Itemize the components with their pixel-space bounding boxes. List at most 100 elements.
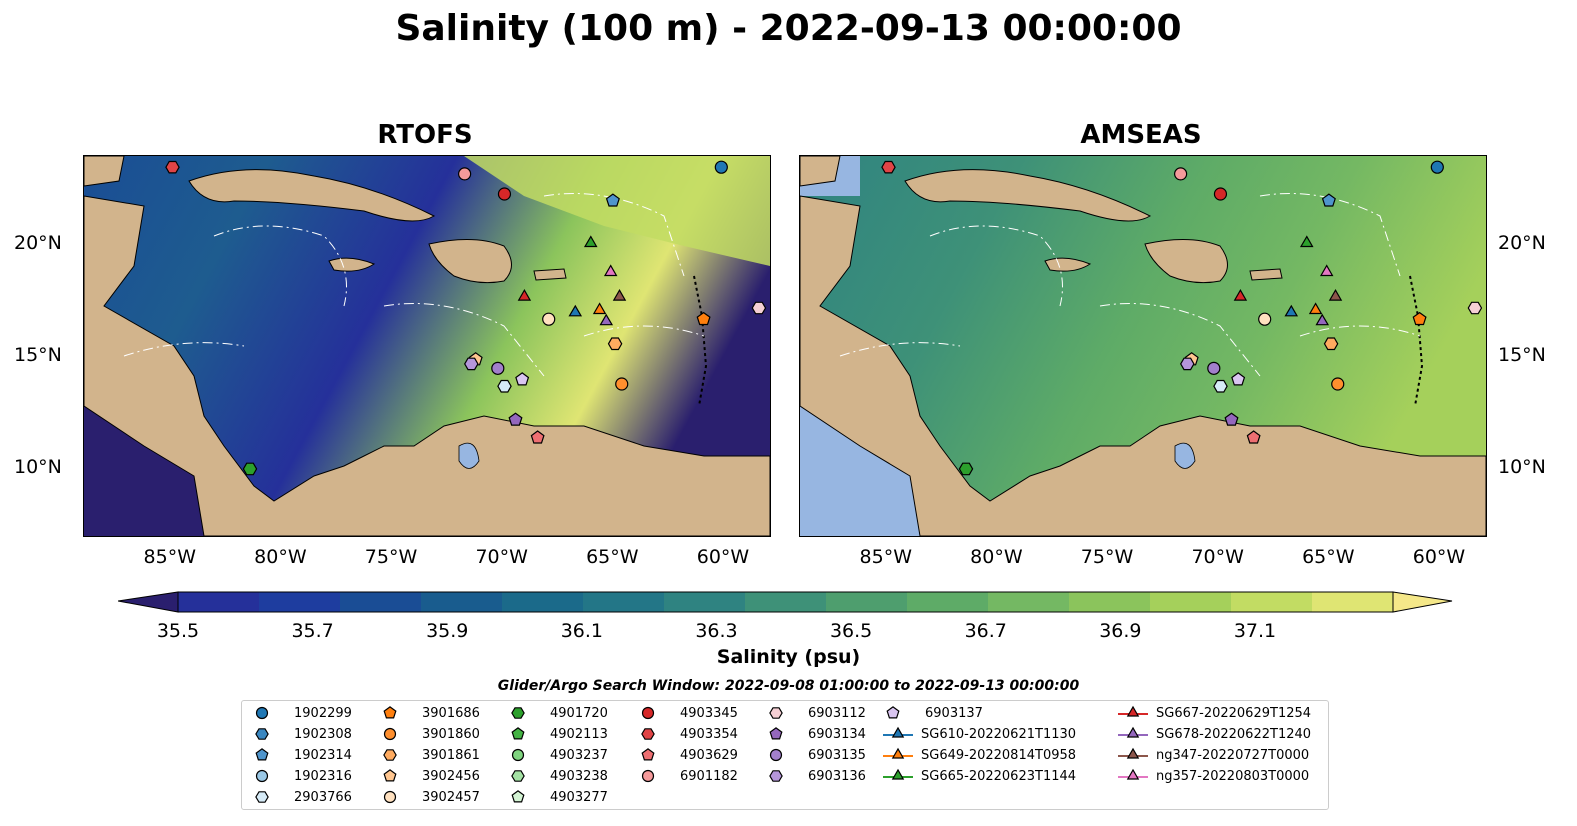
- lat-tick-label-right: 20°N: [1498, 232, 1546, 255]
- colorbar-extend-min: [118, 591, 179, 613]
- colorbar-tick-label: 36.3: [695, 620, 738, 642]
- land-cuba: [904, 169, 1152, 222]
- pentagon-marker-icon: [641, 748, 655, 761]
- legend-item: 4903277: [508, 789, 608, 805]
- hexagon-marker-icon: [769, 707, 783, 719]
- colorbar-tick-label: 36.7: [964, 620, 1007, 642]
- legend-label: 4901720: [550, 705, 608, 721]
- legend-label: 4903629: [680, 747, 738, 763]
- marker-SG665-20220623T1144: [583, 235, 598, 248]
- marker-3901861: [1323, 337, 1339, 351]
- legend-item: 4903629: [638, 747, 738, 763]
- marker-SG649-20220814T0958: [592, 302, 607, 315]
- land-hispaniola: [1144, 238, 1228, 284]
- legend-item: SG610-20220621T1130: [883, 726, 1076, 742]
- legend-label: 6903134: [808, 726, 866, 742]
- marker-6903135: [1207, 361, 1221, 375]
- legend-item: 6903112: [766, 705, 866, 721]
- marker-6903137: [1231, 372, 1246, 386]
- land-jamaica: [1044, 257, 1092, 272]
- land-puerto-rico: [1249, 268, 1283, 281]
- map-amseas-svg: [800, 156, 1486, 536]
- circle-marker-icon: [641, 706, 655, 720]
- legend-item: 4903237: [508, 747, 608, 763]
- marker-SG678-20220622T1240: [1315, 313, 1330, 326]
- legend-label: ng357-20220803T0000: [1156, 768, 1310, 784]
- marker-6903137: [515, 372, 530, 386]
- land-puerto-rico: [533, 268, 567, 281]
- land-central-south-america: [800, 195, 1486, 536]
- panel-title-amseas: AMSEAS: [1080, 120, 1202, 150]
- marker-3901686: [1412, 311, 1427, 326]
- lon-tick-label: 75°W: [364, 546, 418, 568]
- marker-6903134: [1224, 412, 1239, 426]
- legend-label: 4902113: [550, 726, 608, 742]
- marker-1902299: [714, 160, 728, 174]
- triangle-marker-icon: [1118, 747, 1148, 759]
- marker-3902457: [1258, 312, 1272, 326]
- lon-tick-label: 65°W: [586, 546, 639, 568]
- lon-tick-label: 70°W: [475, 546, 528, 568]
- lat-tick-label-right: 15°N: [1498, 344, 1546, 367]
- legend-item: 3901860: [380, 726, 480, 742]
- pentagon-marker-icon: [383, 769, 397, 782]
- legend-label: 1902308: [294, 726, 352, 742]
- lon-tick-label: 85°W: [859, 546, 912, 568]
- legend-label: 3901861: [422, 747, 480, 763]
- lat-tick-label-right: 10°N: [1498, 455, 1546, 478]
- colorbar-segment: [988, 592, 1070, 612]
- marker-SG649-20220814T0958: [1308, 302, 1323, 315]
- legend-label: 6903136: [808, 768, 866, 784]
- legend-label: 6903135: [808, 747, 866, 763]
- marker-SG610-20220621T1130: [1284, 304, 1299, 317]
- colorbar-segment: [664, 592, 746, 612]
- hexagon-marker-icon: [383, 749, 397, 761]
- legend-item: 3902457: [380, 789, 480, 805]
- colorbar-segment: [1312, 592, 1394, 612]
- lon-tick-label: 85°W: [143, 546, 196, 568]
- marker-4901720: [958, 462, 974, 476]
- triangle-marker-icon: [883, 726, 913, 738]
- legend-label: 3902456: [422, 768, 480, 784]
- land-florida: [800, 156, 841, 187]
- marker-1902314: [605, 193, 620, 207]
- map-rtofs: [83, 155, 771, 537]
- lon-tick-label: 60°W: [1412, 546, 1466, 568]
- pentagon-marker-icon: [383, 706, 397, 719]
- legend-label: SG665-20220623T1144: [921, 768, 1077, 784]
- legend-item: SG678-20220622T1240: [1118, 726, 1311, 742]
- colorbar-segment: [583, 592, 665, 612]
- hexagon-marker-icon: [769, 770, 783, 782]
- colorbar-title: Salinity (psu): [716, 646, 861, 668]
- marker-SG678-20220622T1240: [599, 313, 614, 326]
- legend-label: 1902316: [294, 768, 352, 784]
- triangle-marker-icon: [1118, 726, 1148, 738]
- circle-marker-icon: [511, 748, 525, 762]
- marker-4903629: [1246, 430, 1261, 444]
- legend-item: 2903766: [252, 789, 352, 805]
- legend-item: 6901182: [638, 768, 738, 784]
- legend-item: 4903345: [638, 705, 738, 721]
- legend-title: Glider/Argo Search Window: 2022-09-08 01…: [497, 678, 1080, 694]
- marker-6901182: [1174, 167, 1188, 181]
- legend-item: SG649-20220814T0958: [883, 747, 1076, 763]
- lon-tick-label: 70°W: [1191, 546, 1244, 568]
- legend-label: SG667-20220629T1254: [1156, 705, 1312, 721]
- legend-label: 2903766: [294, 789, 352, 805]
- colorbar-extend-max: [1392, 591, 1453, 613]
- colorbar-segment: [178, 592, 260, 612]
- observation-markers: [881, 160, 1483, 476]
- marker-4901720: [242, 462, 258, 476]
- map-rtofs-svg: [84, 156, 770, 536]
- lat-tick-label-left: 20°N: [14, 232, 62, 255]
- legend-item: 3901861: [380, 747, 480, 763]
- legend-item: 1902314: [252, 747, 352, 763]
- marker-4903345: [1213, 187, 1228, 201]
- pentagon-marker-icon: [255, 748, 269, 761]
- marker-6903112: [751, 301, 767, 315]
- hexagon-marker-icon: [255, 728, 269, 740]
- legend-item: 4903354: [638, 726, 738, 742]
- marker-ng347-20220727T0000: [612, 288, 627, 301]
- colorbar-tick-label: 35.5: [156, 620, 200, 642]
- land-central-south-america: [84, 195, 770, 536]
